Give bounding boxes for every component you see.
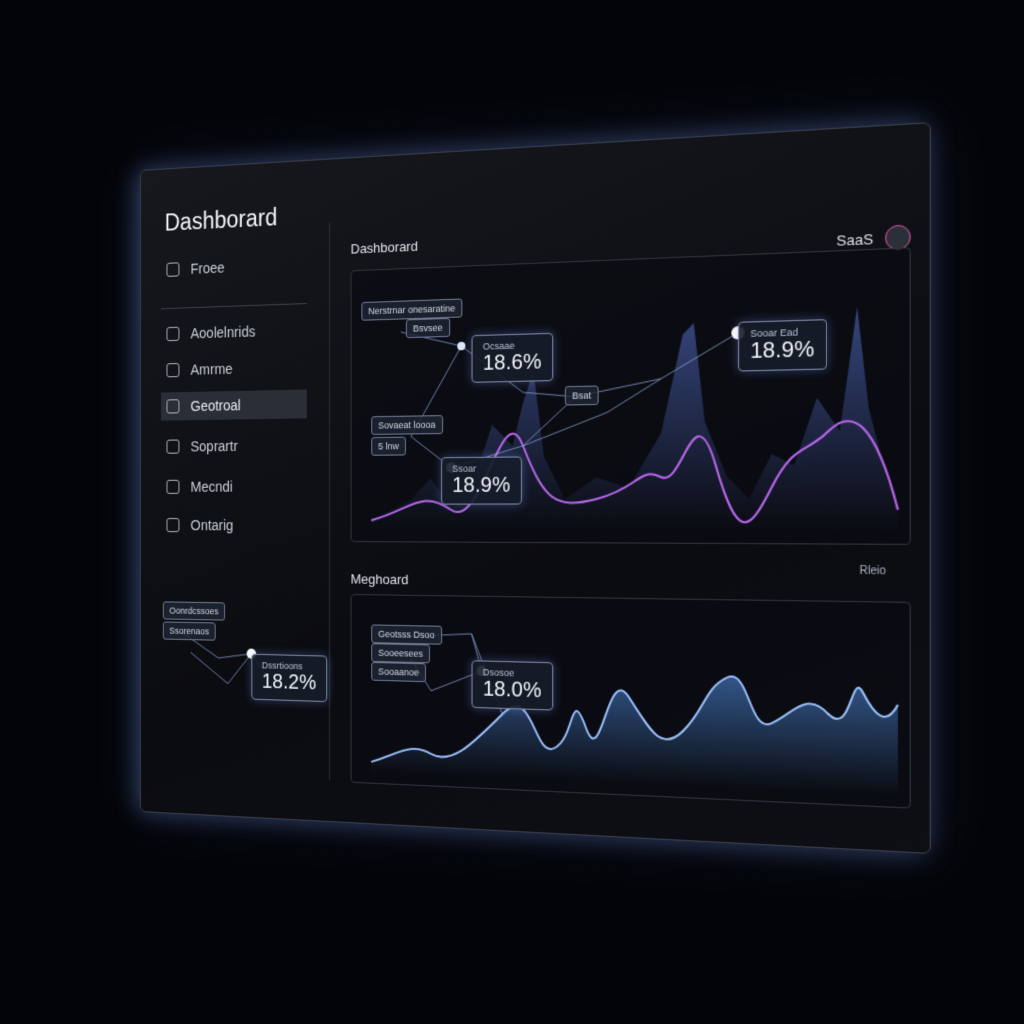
stat-value: 18.6% bbox=[482, 350, 542, 376]
header-title: Dashborard bbox=[350, 238, 418, 257]
node bbox=[457, 341, 466, 351]
stat-card: Sooar Ead 18.9% bbox=[738, 319, 827, 372]
nav-item[interactable]: Soprartr bbox=[161, 431, 307, 461]
tag: Oonrdcssoes bbox=[162, 601, 226, 621]
tag: Bsvsee bbox=[405, 317, 450, 339]
nav-label: Amrme bbox=[190, 360, 233, 378]
stat-card: Dssrtioons 18.2% bbox=[251, 653, 327, 703]
nav-item[interactable]: Ontarig bbox=[161, 511, 307, 540]
nav-label: Aoolelnrids bbox=[190, 323, 256, 342]
nav-label: Soprartr bbox=[190, 437, 238, 455]
nav-item[interactable]: Amrme bbox=[161, 352, 307, 384]
stat-value: 18.2% bbox=[261, 670, 317, 695]
dashboard-screen: Dashborard Dashborard SaaS Nerstrnar one… bbox=[140, 122, 931, 855]
tag: Ssorenaos bbox=[162, 621, 216, 641]
tag: Geotsss Dsoo bbox=[371, 624, 442, 645]
tag: Sovaeat loooa bbox=[371, 415, 443, 435]
nav-icon bbox=[166, 439, 180, 454]
nav-label: Mecndi bbox=[190, 478, 233, 495]
nav bbox=[141, 123, 930, 171]
nav-item[interactable]: Froee bbox=[161, 249, 307, 284]
nav-icon bbox=[166, 362, 180, 378]
sidebar-widget: Oonrdcssoes Ssorenaos Dssrtioons 18.2% bbox=[162, 601, 327, 717]
nav-item[interactable]: Geotroal bbox=[161, 389, 307, 421]
nav-item[interactable]: Mecndi bbox=[161, 472, 307, 501]
nav-icon bbox=[166, 326, 180, 342]
tag: Sooaanoe bbox=[371, 661, 427, 683]
stat-card: Ocsaae 18.6% bbox=[471, 332, 553, 383]
tag: Sooeesees bbox=[371, 643, 431, 664]
stat-card: Ssoar 18.9% bbox=[441, 456, 522, 505]
brand[interactable]: SaaS bbox=[836, 230, 874, 250]
nav-icon bbox=[166, 518, 180, 533]
tag: Bsat bbox=[564, 385, 599, 406]
nav-icon bbox=[166, 479, 180, 494]
nav-icon bbox=[166, 262, 180, 277]
divider bbox=[329, 221, 331, 780]
panel-2-title: Meghoard bbox=[350, 571, 409, 588]
stat-value: 18.9% bbox=[750, 337, 815, 364]
wave-area bbox=[371, 666, 898, 796]
stat-value: 18.0% bbox=[482, 677, 542, 703]
nav-item[interactable]: Aoolelnrids bbox=[161, 315, 307, 348]
nav-icon bbox=[166, 399, 180, 414]
nav-label: Froee bbox=[190, 259, 225, 277]
stat-value: 18.9% bbox=[452, 473, 511, 498]
tag: 5 lnw bbox=[371, 436, 406, 456]
stat-card: Dsosoe 18.0% bbox=[471, 660, 553, 711]
separator bbox=[161, 303, 307, 310]
nav-label: Geotroal bbox=[190, 396, 241, 415]
sidebar-title: Dashborard bbox=[164, 203, 278, 236]
nav-label: Ontarig bbox=[190, 517, 234, 534]
wave-chart bbox=[352, 305, 910, 533]
panel-2: Geotsss Dsoo Sooeesees Sooaanoe Dsosoe 18.0% bbox=[350, 593, 911, 809]
panel-1: Nerstrnar onesaratine Bsvsee Sovaeat loooa… bbox=[350, 247, 911, 545]
stat-label: Ssoar bbox=[452, 463, 477, 475]
panel-2-action[interactable]: Rleio bbox=[859, 564, 886, 578]
